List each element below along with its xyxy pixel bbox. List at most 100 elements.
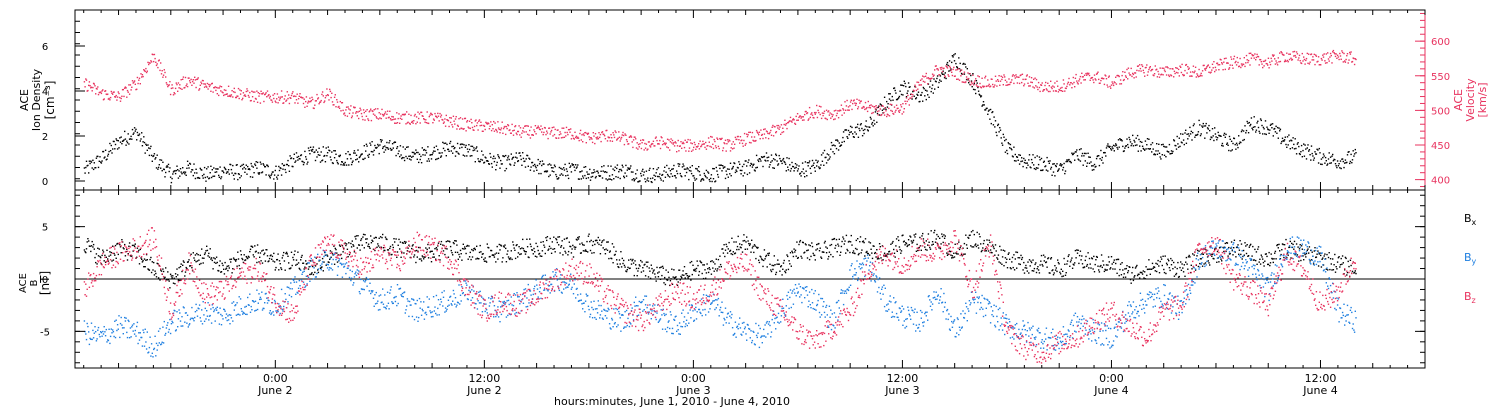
velocity-point [471, 122, 473, 124]
velocity-point [162, 74, 165, 76]
ion-density-point [1262, 133, 1264, 135]
ion-density-point [545, 170, 547, 172]
ion-density-point [579, 171, 582, 173]
bx-point [690, 279, 692, 281]
bx-point [227, 265, 230, 267]
ion-density-point [1242, 139, 1244, 142]
bx-point [634, 260, 636, 262]
bx-point [982, 242, 985, 245]
ion-density-point [871, 121, 874, 124]
ion-density-point [1149, 148, 1151, 150]
ion-density-point [982, 101, 985, 103]
bx-point [550, 247, 552, 250]
velocity-point [286, 91, 288, 93]
ion-density-point [789, 164, 791, 166]
velocity-point [987, 85, 990, 87]
velocity-point [519, 134, 521, 136]
ion-density-point [1322, 156, 1324, 159]
bx-point [517, 252, 520, 254]
bx-point [739, 243, 741, 245]
velocity-point [649, 145, 651, 147]
velocity-point [1173, 70, 1176, 72]
velocity-point [321, 93, 323, 96]
velocity-point [1025, 75, 1028, 77]
ion-density-point [1050, 166, 1053, 169]
velocity-point [872, 111, 874, 114]
ion-density-point [711, 180, 713, 183]
bx-point [789, 263, 791, 265]
ion-density-point [559, 174, 561, 176]
velocity-point [817, 109, 819, 112]
ion-density-point [1083, 155, 1085, 157]
velocity-point [768, 133, 770, 135]
ion-density-point [1066, 159, 1068, 161]
bx-point [1009, 267, 1012, 269]
ion-density-point [115, 138, 117, 140]
bx-point [707, 271, 710, 274]
velocity-point [416, 121, 418, 123]
ion-density-point [454, 155, 457, 157]
velocity-point [1346, 53, 1349, 55]
bx-point [782, 268, 784, 270]
ion-density-point [440, 155, 443, 157]
ion-density-point [1194, 136, 1196, 138]
ion-density-point [539, 160, 541, 163]
bx-point [972, 246, 975, 248]
velocity-point [1293, 55, 1295, 57]
bx-point [140, 257, 142, 259]
bx-point [542, 241, 544, 243]
ion-density-point [804, 176, 806, 178]
velocity-point [1232, 67, 1234, 69]
velocity-point [466, 121, 468, 123]
velocity-point [701, 143, 703, 146]
bx-point [177, 279, 180, 281]
velocity-point [260, 90, 262, 92]
velocity-point [109, 96, 112, 99]
bx-point [789, 252, 792, 254]
ion-density-point [1126, 138, 1128, 140]
velocity-point [198, 88, 201, 90]
bx-point [705, 277, 707, 279]
density-tick-label: 6 [42, 42, 48, 53]
velocity-point [273, 97, 275, 100]
bx-point [151, 261, 153, 263]
velocity-point [565, 135, 567, 137]
ion-density-point [407, 146, 409, 148]
velocity-point [179, 87, 182, 90]
velocity-point [455, 116, 457, 118]
velocity-point [558, 137, 560, 139]
velocity-point [196, 78, 199, 80]
velocity-point [1245, 54, 1248, 57]
velocity-point [1062, 90, 1064, 92]
ion-density-point [107, 153, 110, 155]
bx-point [581, 242, 583, 244]
bx-point [854, 252, 856, 255]
velocity-point [782, 131, 785, 133]
bx-point [699, 260, 701, 262]
ion-density-point [835, 147, 838, 150]
velocity-point [1035, 85, 1037, 87]
bx-point [863, 241, 865, 244]
velocity-point [1087, 73, 1089, 75]
velocity-point [912, 94, 914, 96]
ion-density-point [398, 150, 400, 152]
velocity-point [307, 102, 309, 104]
ion-density-point [442, 147, 445, 150]
bx-point [328, 261, 330, 264]
ion-density-point [575, 167, 578, 169]
ion-density-point [245, 164, 247, 166]
bx-point [601, 241, 603, 244]
bx-point [355, 238, 357, 240]
ion-density-point [1255, 129, 1258, 131]
bx-point [455, 240, 457, 242]
bx-point [716, 270, 718, 272]
bx-point [447, 240, 449, 242]
bx-point [736, 248, 738, 251]
bx-point [411, 245, 414, 247]
ion-density-point [1138, 138, 1140, 141]
velocity-point [119, 100, 122, 102]
ion-density-point [883, 108, 885, 110]
ion-density-point [214, 171, 216, 173]
ion-density-point [1112, 144, 1115, 147]
velocity-point [1103, 83, 1106, 86]
